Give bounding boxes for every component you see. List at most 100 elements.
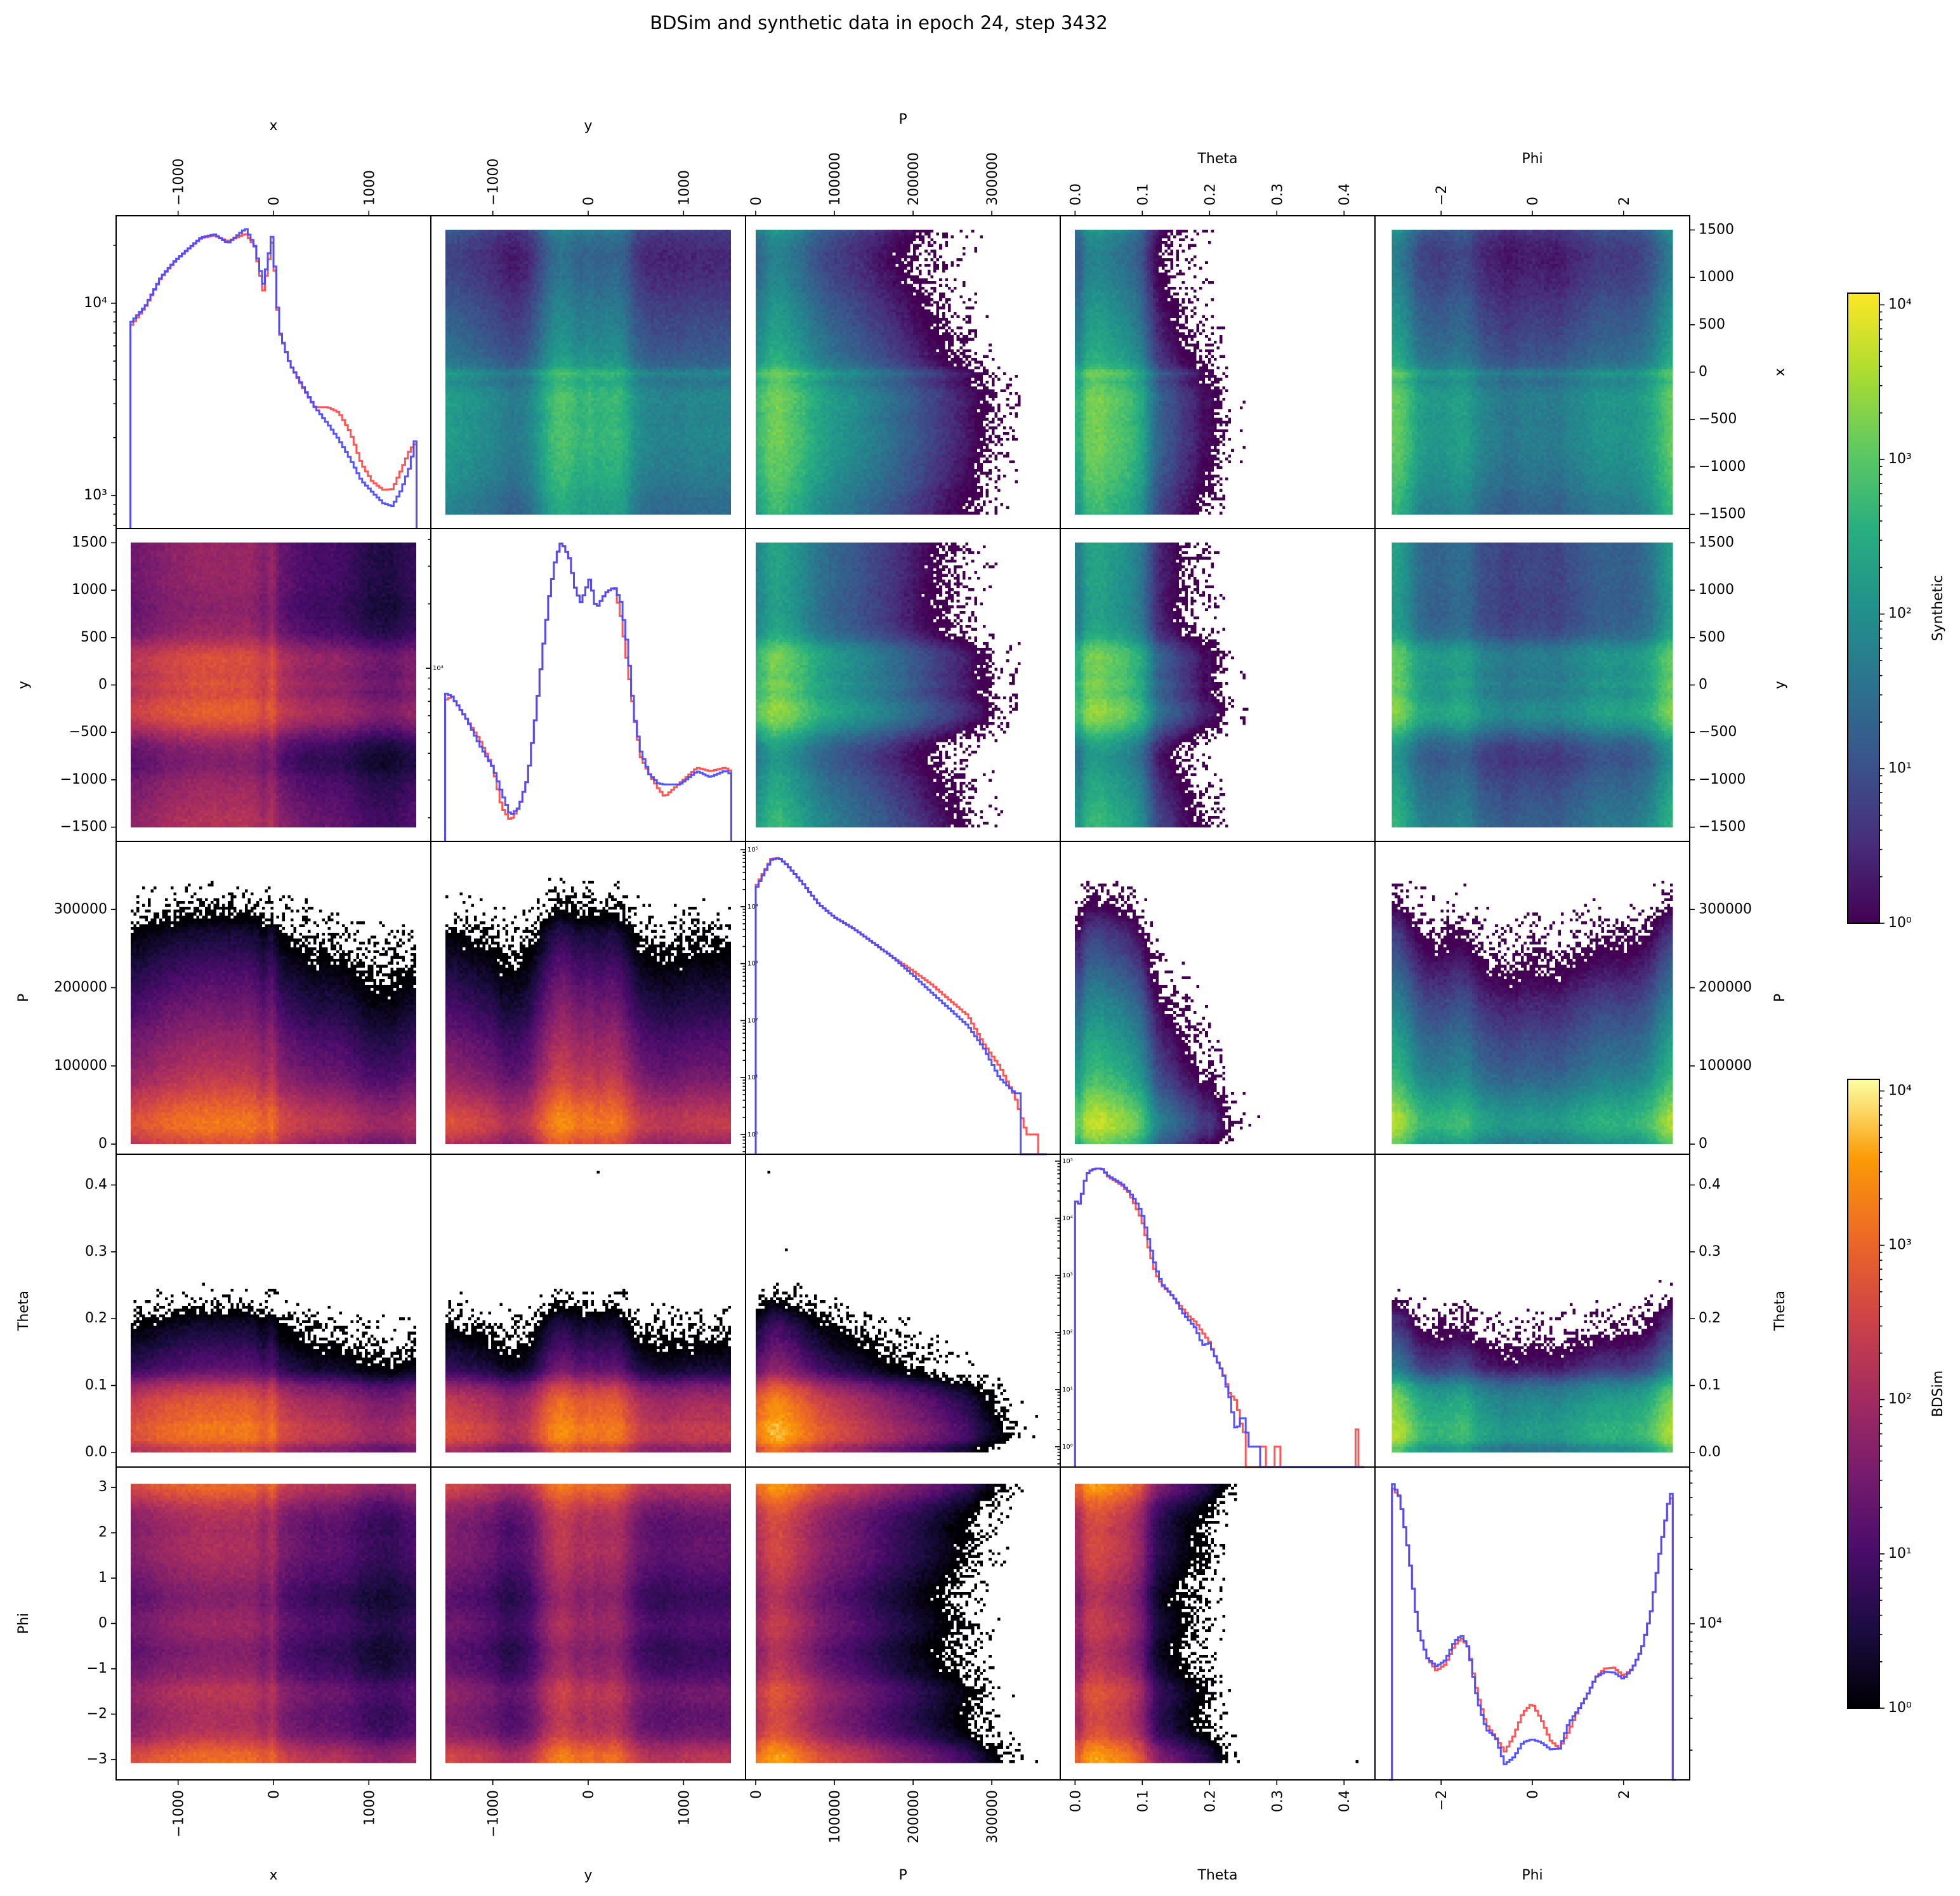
heatmap-synthetic-y-vs-phi (1389, 543, 1676, 827)
top-tick-label: 0.2 (1202, 183, 1218, 206)
bottom-tick-label: −1000 (486, 1790, 502, 1837)
right-tick-label: −500 (1699, 724, 1737, 740)
right-tick-label: −1500 (1699, 819, 1746, 835)
hist-ytick-label-small: 10³ (1062, 1272, 1073, 1279)
top-tick-label: 0 (1525, 197, 1541, 206)
colorbar-tick-label: 10¹ (1888, 1546, 1912, 1562)
right-tick-label: 0.4 (1699, 1176, 1721, 1192)
panel-frame-x-theta (1060, 215, 1376, 529)
colorbar-label-bdsim: BDSim (1930, 1371, 1946, 1418)
colorbar-tick-label: 10³ (1888, 1237, 1912, 1253)
panel-frame-x-p (745, 215, 1061, 529)
right-tick-label: 1000 (1699, 269, 1734, 285)
hist-synthetic-theta (1074, 1168, 1364, 1468)
top-tick-label: 0.4 (1337, 183, 1353, 206)
left-tick-label: −1000 (60, 772, 107, 787)
colorbar-bdsim (1847, 1079, 1880, 1709)
colorbar-tick-label: 10⁴ (1888, 1083, 1912, 1098)
left-axis-label-theta: Theta (16, 1291, 32, 1331)
hist-ytick-label-small: 10² (1062, 1329, 1073, 1336)
colorbar-tick-label: 10⁴ (1888, 296, 1912, 312)
bottom-axis-label-x: x (269, 1867, 277, 1883)
top-tick-label: 1000 (676, 170, 692, 206)
hist-ytick-label-small: 10⁴ (1062, 1215, 1073, 1222)
heatmap-synthetic-y-vs-theta (1075, 543, 1365, 827)
top-axis-label-phi: Phi (1522, 151, 1542, 167)
top-tick-label: −1000 (486, 159, 502, 206)
heatmap-bdsim-p-vs-y (445, 854, 732, 1145)
right-tick-label: 0.3 (1699, 1244, 1721, 1260)
heatmap-bdsim-phi-vs-p (756, 1481, 1047, 1766)
left-tick-label: 0.4 (85, 1176, 107, 1192)
colorbar-tick-label: 10⁰ (1888, 915, 1912, 931)
hist-synthetic-p (754, 857, 1047, 1155)
bottom-tick-label: 0.0 (1068, 1790, 1084, 1812)
hist-ytick-label-small: 10⁵ (747, 846, 758, 853)
bottom-tick-label: 100000 (827, 1790, 843, 1843)
right-tick-label: −1000 (1699, 459, 1746, 475)
left-tick-label: −500 (69, 724, 107, 740)
right-tick-label: 1500 (1699, 534, 1734, 550)
panel-frame-x-y (430, 215, 746, 529)
right-tick-label: 0.1 (1699, 1377, 1721, 1393)
left-tick-label: 3 (98, 1479, 107, 1495)
hist-ytick-label: 10⁴ (84, 295, 107, 311)
panel-frame-phi-y (430, 1466, 746, 1781)
heatmap-bdsim-phi-vs-y (445, 1481, 732, 1766)
panel-frame-theta-x (115, 1154, 431, 1468)
heatmap-synthetic-x-vs-y (445, 230, 732, 515)
left-axis-label-y: y (16, 681, 32, 689)
left-tick-label: −1 (87, 1661, 107, 1676)
hist-synthetic-x (129, 228, 418, 529)
bottom-tick-label: 0 (581, 1790, 597, 1799)
left-tick-label: 0 (98, 1616, 107, 1631)
top-tick-label: 0 (749, 197, 765, 206)
bottom-tick-label: 1000 (676, 1790, 692, 1826)
heatmap-bdsim-p-vs-x (130, 854, 417, 1145)
heatmap-synthetic-x-vs-p (756, 230, 1047, 515)
left-tick-label: 1 (98, 1570, 107, 1586)
left-tick-label: −1500 (60, 819, 107, 835)
hist-ytick-label-small: 10⁰ (1062, 1444, 1073, 1451)
panel-frame-p-phi (1374, 841, 1690, 1155)
left-tick-label: 1000 (72, 582, 107, 598)
left-axis-label-phi: Phi (16, 1613, 32, 1634)
colorbar-tick-label: 10¹ (1888, 760, 1912, 776)
hist-bdsim-theta (1074, 1168, 1364, 1468)
right-axis-label-theta: Theta (1772, 1291, 1788, 1331)
panel-frame-theta-phi (1374, 1154, 1690, 1468)
panel-frame-p-theta (1060, 841, 1376, 1155)
hist-ytick-label-small: 10¹ (1062, 1386, 1073, 1393)
heatmap-synthetic-x-vs-phi (1389, 230, 1676, 515)
left-tick-label: 0.3 (85, 1244, 107, 1260)
hist-ytick-label-small: 10⁵ (1062, 1158, 1073, 1165)
hist-bdsim-x (129, 233, 418, 529)
right-tick-label: 500 (1699, 317, 1725, 332)
heatmap-bdsim-theta-vs-x (130, 1164, 417, 1452)
left-tick-label: 0 (98, 677, 107, 693)
right-tick-label: −1000 (1699, 772, 1746, 787)
right-tick-label: 1500 (1699, 221, 1734, 237)
top-tick-label: 0.0 (1068, 183, 1084, 206)
bottom-tick-label: 0.3 (1270, 1790, 1286, 1812)
bottom-tick-label: 0.2 (1202, 1790, 1218, 1812)
heatmap-bdsim-y-vs-x (130, 543, 417, 827)
panel-frame-y-p (745, 528, 1061, 842)
colorbar-synthetic (1847, 293, 1880, 924)
hist-synthetic-phi (1389, 1483, 1676, 1781)
top-tick-label: 300000 (985, 152, 1001, 206)
panel-frame-theta-y (430, 1154, 746, 1468)
colorbar-tick-label: 10² (1888, 1392, 1912, 1407)
colorbar-tick-label: 10⁰ (1888, 1700, 1912, 1716)
top-tick-label: 200000 (906, 152, 922, 206)
left-tick-label: −3 (87, 1751, 107, 1767)
left-axis-label-p: P (16, 994, 32, 1002)
bottom-axis-label-phi: Phi (1522, 1867, 1542, 1883)
bottom-axis-label-p: P (898, 1867, 907, 1883)
hist-ytick-label-small: 10⁴ (433, 665, 444, 672)
panel-frame-phi-theta (1060, 1466, 1376, 1781)
right-axis-label-y: y (1772, 681, 1788, 689)
left-tick-label: 0 (98, 1136, 107, 1152)
panel-frame-p-p (745, 841, 1061, 1155)
hist-bdsim-p (754, 857, 1047, 1155)
